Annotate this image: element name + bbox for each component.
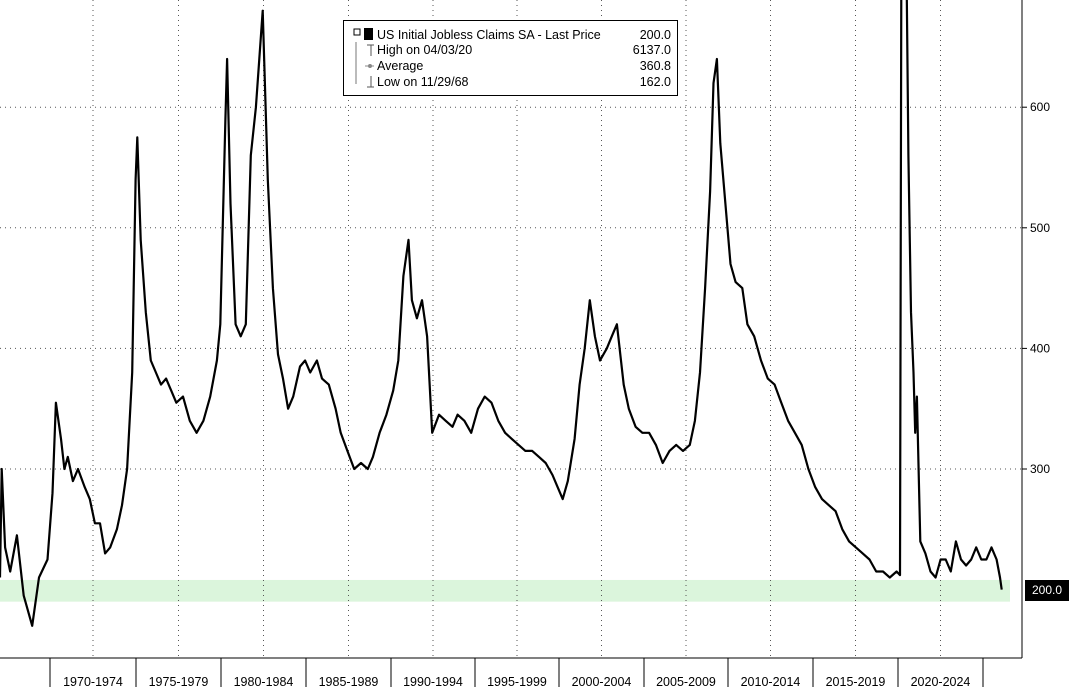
legend-row-high: High on 04/03/20 6137.0 — [352, 42, 671, 58]
x-tick-label: 1985-1989 — [319, 675, 379, 687]
target-band — [0, 579, 1010, 602]
y-tick-label: 600 — [1030, 100, 1050, 114]
x-tick-label: 2010-2014 — [741, 675, 801, 687]
x-tick-label: 2000-2004 — [572, 675, 632, 687]
last-value-label: 200.0 — [1025, 580, 1069, 601]
legend-high-value: 6137.0 — [632, 43, 671, 57]
legend-row-low: Low on 11/29/68 162.0 — [352, 74, 671, 90]
x-tick-label: 1970-1974 — [63, 675, 123, 687]
legend-low-value: 162.0 — [639, 75, 671, 89]
series-swatch-icon — [352, 27, 374, 43]
y-tick-label: 400 — [1030, 341, 1050, 355]
x-tick-label: 2020-2024 — [911, 675, 971, 687]
high-marker-icon — [352, 42, 375, 58]
x-tick-label: 2005-2009 — [656, 675, 716, 687]
legend-low-label: Low on 11/29/68 — [377, 75, 469, 89]
legend-row-average: Average 360.8 — [352, 58, 671, 74]
average-marker-icon — [352, 58, 375, 74]
x-tick-label: 1995-1999 — [487, 675, 547, 687]
legend: US Initial Jobless Claims SA - Last Pric… — [343, 20, 678, 96]
y-tick-label: 500 — [1030, 221, 1050, 235]
legend-last-price: 200.0 — [639, 28, 671, 42]
legend-high-label: High on 04/03/20 — [377, 43, 473, 57]
x-tick-label: 1980-1984 — [234, 675, 294, 687]
x-tick-label: 1990-1994 — [403, 675, 463, 687]
legend-series-row: US Initial Jobless Claims SA - Last Pric… — [352, 27, 671, 43]
x-tick-label: 1975-1979 — [149, 675, 209, 687]
legend-average-label: Average — [377, 59, 424, 73]
y-tick-label: 300 — [1030, 462, 1050, 476]
legend-average-value: 360.8 — [639, 59, 671, 73]
series-line — [0, 0, 1003, 627]
x-tick-label: 2015-2019 — [826, 675, 886, 687]
low-marker-icon — [352, 74, 375, 90]
legend-series-name: US Initial Jobless Claims SA - Last Pric… — [377, 28, 601, 42]
